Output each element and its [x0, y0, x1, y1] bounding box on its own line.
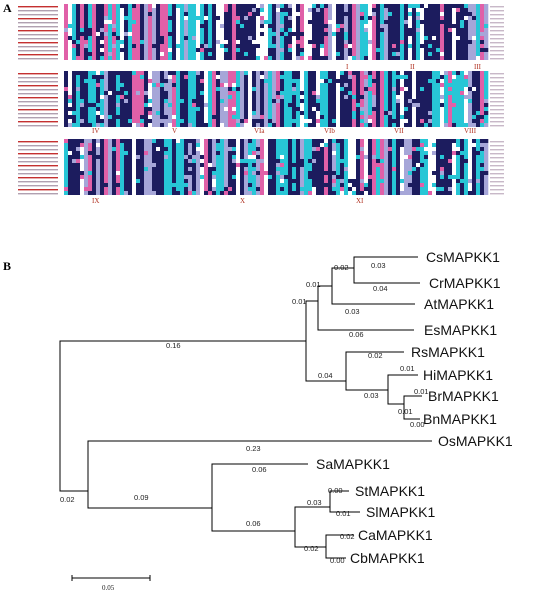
motif-vii: VII — [394, 127, 404, 135]
tree-branches — [59, 256, 432, 559]
taxon-label: CrMAPKK1 — [429, 275, 501, 291]
taxon-label: AtMAPKK1 — [424, 296, 494, 312]
branch-length-label: 0.02 — [304, 544, 319, 553]
scale-bar: 0.05 — [71, 575, 151, 592]
branch-length-label: 0.06 — [252, 465, 267, 474]
branch-length-label: 0.03 — [364, 391, 379, 400]
branch-os — [87, 440, 432, 491]
branch-length-label: 0.02 — [334, 263, 349, 272]
branch-length-label: 0.02 — [340, 532, 355, 541]
branch-length-label: 0.04 — [318, 371, 333, 380]
branch-cr — [353, 268, 420, 284]
branch-length-label: 0.01 — [306, 280, 321, 289]
branch-length-label: 0.02 — [368, 351, 383, 360]
branch-length-label: 0.01 — [400, 364, 415, 373]
panel-b-label: B — [3, 259, 11, 273]
branch-length-label: 0.06 — [349, 330, 364, 339]
branch-st-sl-ca-cb — [211, 508, 295, 532]
motif-vib: VIb — [324, 127, 335, 135]
branch-cs-cr-at — [317, 285, 332, 301]
taxon-label: EsMAPKK1 — [424, 322, 497, 338]
branch-solanaceae — [87, 491, 212, 509]
branch-length-label: 0.01 — [414, 387, 429, 396]
taxon-label: CaMAPKK1 — [358, 527, 433, 543]
branch-es — [317, 301, 414, 331]
branch-cb — [325, 547, 346, 559]
motif-via: VIa — [254, 127, 265, 135]
taxon-label: CbMAPKK1 — [350, 550, 425, 566]
branch-length-label: 0.03 — [307, 498, 322, 507]
alignment-row3 — [64, 139, 489, 195]
motif-ix: IX — [92, 197, 99, 205]
alignment-row3-names — [18, 141, 504, 195]
branch-length-label: 0.01 — [336, 509, 351, 518]
branch-brassicaceae — [59, 340, 306, 477]
branch-sa — [211, 463, 308, 508]
taxon-label: BnMAPKK1 — [423, 411, 497, 427]
branch-cs-cr — [331, 267, 354, 286]
alignment-row2-names — [18, 73, 504, 127]
motif-v: V — [172, 127, 177, 135]
motif-iii: III — [474, 63, 482, 71]
branch-length-label: 0.00 — [330, 556, 345, 565]
branch-length-label: 0.04 — [373, 284, 388, 293]
motif-iv: IV — [92, 127, 99, 135]
sequence-alignment — [18, 4, 504, 195]
taxon-label: StMAPKK1 — [355, 483, 425, 499]
branch-bn — [403, 404, 420, 420]
branch-outgroup — [59, 477, 88, 492]
branch-rs — [345, 351, 404, 381]
alignment-row1 — [64, 4, 489, 60]
panel-a-label: A — [3, 1, 12, 15]
motif-x: X — [240, 197, 245, 205]
taxon-label: CsMAPKK1 — [426, 249, 500, 265]
branch-length-label: 0.23 — [246, 444, 261, 453]
branch-hi — [387, 374, 418, 390]
motif-ii: II — [410, 63, 415, 71]
scale-bar-label: 0.05 — [102, 584, 115, 592]
taxon-label: OsMAPKK1 — [438, 433, 513, 449]
taxon-label: SaMAPKK1 — [316, 456, 390, 472]
motif-viii: VIII — [464, 127, 477, 135]
branch-length-label: 0.03 — [371, 261, 386, 270]
branch-length-label: 0.16 — [166, 341, 181, 350]
branch-cs — [353, 256, 418, 268]
branch-length-label: 0.03 — [345, 307, 360, 316]
branch-st — [329, 490, 349, 507]
branch-length-label: 0.06 — [246, 519, 261, 528]
branch-br — [403, 395, 422, 404]
scale-bar-ticks — [71, 575, 151, 581]
branch-length-label: 0.00 — [410, 420, 425, 429]
branch-cs-cr-at-es — [305, 300, 318, 341]
taxon-label: RsMAPKK1 — [411, 344, 485, 360]
branch-br-bn — [387, 390, 404, 405]
motif-labels: I II III IV V VIa VIb VII VIII IX X XI — [92, 63, 482, 205]
branch-length-label: 0.00 — [328, 486, 343, 495]
alignment-row1-names — [18, 6, 504, 60]
branch-length-label: 0.09 — [134, 493, 149, 502]
branch-ca — [325, 534, 354, 547]
branch-sl — [329, 507, 360, 513]
motif-xi: XI — [356, 197, 364, 205]
branch-st-sl — [294, 506, 330, 531]
branch-length-labels: 0.02 0.03 0.04 0.01 0.03 0.06 0.01 0.16 … — [60, 261, 429, 565]
taxon-labels: CsMAPKK1 CrMAPKK1 AtMAPKK1 EsMAPKK1 RsMA… — [316, 249, 513, 566]
branch-length-label: 0.01 — [398, 407, 413, 416]
branch-ca-cb — [294, 531, 326, 548]
taxon-label: SlMAPKK1 — [366, 504, 435, 520]
branch-length-label: 0.02 — [60, 495, 75, 504]
alignment-row2 — [64, 71, 489, 127]
branch-rs-hi-br-bn — [305, 341, 346, 382]
branch-hi-br-bn — [345, 381, 388, 391]
taxon-label: HiMAPKK1 — [423, 367, 493, 383]
taxon-label: BrMAPKK1 — [428, 388, 499, 404]
motif-i: I — [346, 63, 349, 71]
branch-at — [331, 286, 415, 305]
branch-length-label: 0.01 — [292, 297, 307, 306]
